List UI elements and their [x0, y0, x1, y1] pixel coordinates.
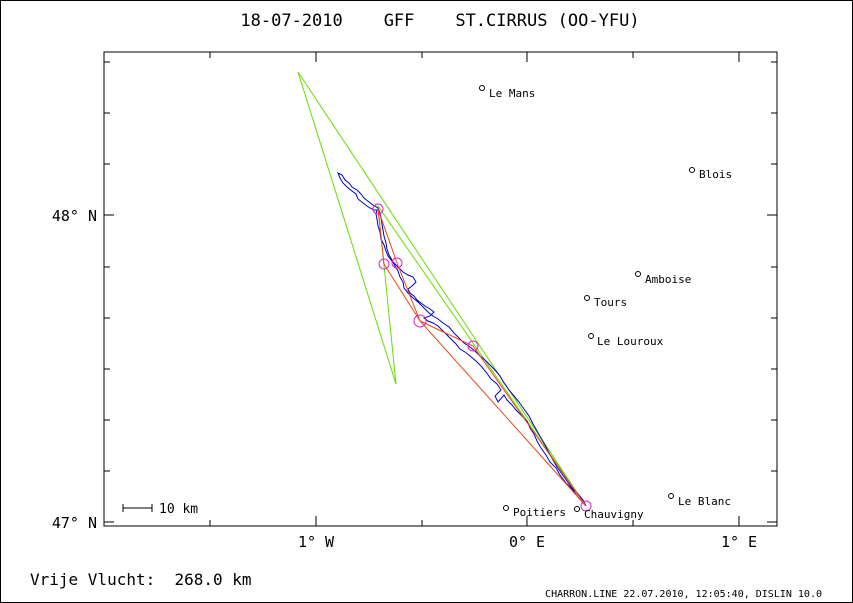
lon-label-1w: 1° W — [298, 533, 335, 551]
scale-bar — [122, 504, 153, 512]
distance-readout: Vrije Vlucht: 268.0 km — [30, 570, 252, 589]
city-marker-le-louroux — [588, 333, 594, 339]
turnpoint-marker — [372, 203, 384, 215]
turnpoint-marker — [580, 500, 592, 512]
footer-info: CHARRON.LINE 22.07.2010, 12:05:40, DISLI… — [545, 589, 822, 600]
city-marker-blois — [689, 167, 695, 173]
city-marker-amboise — [635, 271, 641, 277]
plot-area — [103, 51, 778, 527]
city-marker-chauvigny — [574, 506, 580, 512]
tick-marks — [104, 52, 777, 526]
city-marker-le-mans — [479, 85, 485, 91]
city-label-poitiers: Poitiers — [513, 506, 566, 519]
lon-label-0e: 0° E — [509, 533, 545, 551]
lat-label-48: 48° N — [52, 207, 97, 225]
lat-label-47: 47° N — [52, 514, 97, 532]
city-label-amboise: Amboise — [645, 273, 691, 286]
city-marker-tours — [584, 295, 590, 301]
turnpoint-marker — [378, 258, 390, 270]
city-label-tours: Tours — [594, 296, 627, 309]
optimized-route — [377, 208, 587, 507]
city-label-le-mans: Le Mans — [489, 87, 535, 100]
turnpoint-marker — [391, 257, 403, 269]
cities: Le Mans Blois Amboise Tours Le Louroux P… — [479, 85, 732, 521]
city-label-chauvigny: Chauvigny — [584, 508, 644, 521]
turnpoint-marker — [467, 340, 479, 352]
lon-label-1e: 1° E — [721, 533, 757, 551]
city-label-le-blanc: Le Blanc — [678, 495, 731, 508]
gps-track — [337, 171, 587, 507]
city-marker-le-blanc — [668, 493, 674, 499]
turnpoint-marker — [413, 314, 427, 328]
turnpoints — [372, 203, 592, 512]
map-title: 18-07-2010 GFF ST.CIRRUS (OO-YFU) — [240, 11, 639, 31]
city-label-blois: Blois — [699, 168, 732, 181]
city-marker-poitiers — [503, 505, 509, 511]
task-route — [297, 71, 587, 507]
scale-bar-label: 10 km — [159, 502, 198, 517]
city-label-le-louroux: Le Louroux — [597, 335, 664, 348]
